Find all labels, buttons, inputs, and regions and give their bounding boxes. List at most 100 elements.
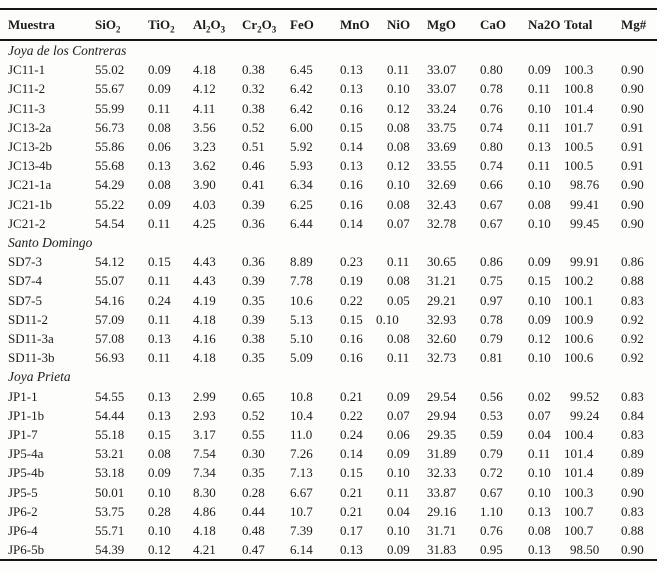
value-cell: 98.50	[570, 542, 600, 558]
value-cell: 0.13	[340, 81, 363, 97]
value-cell: 6.42	[290, 81, 313, 97]
value-cell: 0.92	[621, 331, 644, 347]
value-cell: 98.76	[570, 177, 600, 193]
value-cell: 29.35	[427, 427, 457, 443]
value-cell: 32.78	[427, 215, 457, 231]
value-cell: 0.35	[242, 350, 265, 366]
sample-id-cell: JP6-5b	[8, 542, 45, 558]
sample-id-cell: JC21-1a	[8, 177, 52, 193]
value-cell: 0.80	[480, 139, 503, 155]
value-cell: 0.67	[480, 196, 503, 212]
value-cell: 0.10	[528, 215, 551, 231]
sample-id-cell: SD7-5	[8, 292, 42, 308]
value-cell: 54.55	[95, 388, 125, 404]
value-cell: 0.56	[480, 388, 503, 404]
column-header: Cr2O3	[242, 16, 277, 35]
value-cell: 0.91	[621, 139, 644, 155]
sample-row: JC21-1a 54.29 0.08 3.90 0.41 6.34 0.16 0.10 32.6…	[0, 175, 657, 194]
value-cell: 0.32	[242, 81, 265, 97]
value-cell: 4.16	[193, 331, 216, 347]
value-cell: 0.48	[242, 523, 265, 539]
sample-id-cell: SD7-4	[8, 273, 42, 289]
value-cell: 8.89	[290, 254, 313, 270]
value-cell: 7.39	[290, 523, 313, 539]
value-cell: 0.09	[528, 254, 551, 270]
column-header: FeO	[290, 16, 314, 32]
value-cell: 0.10	[528, 350, 551, 366]
value-cell: 0.15	[528, 273, 551, 289]
value-cell: 0.90	[621, 177, 644, 193]
value-cell: 0.92	[621, 311, 644, 327]
value-cell: 0.11	[528, 446, 551, 462]
sample-id-cell: JP6-4	[8, 523, 38, 539]
sample-row: SD7-4 55.07 0.11 4.43 0.39 7.78 0.19 0.08 31.21 0…	[0, 271, 657, 290]
page: Muestra SiO2 TiO2 Al2O3 Cr2O3 FeO MnO NiO MgO CaO…	[0, 8, 657, 573]
value-cell: 0.28	[242, 484, 265, 500]
value-cell: 55.02	[95, 62, 125, 78]
sample-id-cell: JP5-5	[8, 484, 38, 500]
group-label: Joya de los Contreras	[8, 43, 127, 58]
value-cell: 31.21	[427, 273, 457, 289]
value-cell: 100.3	[564, 484, 594, 500]
sample-row: JP5-5 50.01 0.10 8.30 0.28 6.67 0.21 0.11 33.87 0…	[0, 483, 657, 502]
value-cell: 0.89	[621, 446, 644, 462]
sample-row: SD7-3 54.12 0.15 4.43 0.36 8.89 0.23 0.11 30.65 0…	[0, 252, 657, 271]
value-cell: 0.08	[148, 446, 171, 462]
value-cell: 54.54	[95, 215, 125, 231]
value-cell: 100.7	[564, 503, 594, 519]
column-header: Al2O3	[193, 16, 226, 35]
value-cell: 0.13	[528, 542, 551, 558]
value-cell: 0.22	[340, 292, 363, 308]
value-cell: 53.75	[95, 503, 125, 519]
column-header: CaO	[480, 16, 506, 32]
sample-row: JP1-1 54.55 0.13 2.99 0.65 10.8 0.21 0.09 29.54 0…	[0, 387, 657, 406]
value-cell: 57.08	[95, 331, 125, 347]
value-cell: 0.84	[621, 407, 644, 423]
value-cell: 101.7	[564, 119, 594, 135]
value-cell: 0.09	[148, 196, 171, 212]
value-cell: 53.21	[95, 446, 125, 462]
value-cell: 0.76	[480, 100, 503, 116]
value-cell: 10.4	[290, 407, 313, 423]
value-cell: 33.87	[427, 484, 457, 500]
value-cell: 33.07	[427, 81, 457, 97]
value-cell: 0.10	[387, 523, 410, 539]
value-cell: 0.89	[621, 465, 644, 481]
value-cell: 0.15	[340, 311, 363, 327]
value-cell: 0.13	[148, 158, 171, 174]
value-cell: 0.11	[148, 215, 171, 231]
value-cell: 3.56	[193, 119, 216, 135]
value-cell: 0.14	[340, 446, 363, 462]
value-cell: 0.86	[621, 254, 644, 270]
value-cell: 0.13	[528, 139, 551, 155]
value-cell: 0.13	[148, 407, 171, 423]
value-cell: 1.10	[480, 503, 503, 519]
value-cell: 6.67	[290, 484, 313, 500]
value-cell: 0.83	[621, 427, 644, 443]
value-cell: 0.22	[340, 407, 363, 423]
value-cell: 0.55	[242, 427, 265, 443]
group-label: Santo Domingo	[8, 235, 93, 251]
value-cell: 3.17	[193, 427, 216, 443]
value-cell: 0.08	[387, 331, 410, 347]
value-cell: 29.94	[427, 407, 457, 423]
sample-id-cell: JP5-4a	[8, 446, 44, 462]
value-cell: 4.12	[193, 81, 216, 97]
table-body: Joya de los Contreras JC11-1 55.02 0.09 4.18…	[0, 40, 657, 560]
value-cell: 0.11	[148, 350, 171, 366]
value-cell: 33.69	[427, 139, 457, 155]
value-cell: 10.7	[290, 503, 313, 519]
value-cell: 0.21	[340, 388, 363, 404]
value-cell: 0.72	[480, 465, 503, 481]
value-cell: 32.93	[427, 311, 457, 327]
value-cell: 0.90	[621, 196, 644, 212]
value-cell: 32.60	[427, 331, 457, 347]
value-cell: 5.13	[290, 311, 313, 327]
value-cell: 0.07	[387, 215, 410, 231]
sample-row: JP6-5b 54.39 0.12 4.21 0.47 6.14 0.13 0.09 31.83…	[0, 540, 657, 560]
value-cell: 0.86	[480, 254, 503, 270]
value-cell: 0.90	[621, 215, 644, 231]
value-cell: 0.30	[242, 446, 265, 462]
value-cell: 7.78	[290, 273, 313, 289]
value-cell: 0.78	[480, 311, 503, 327]
